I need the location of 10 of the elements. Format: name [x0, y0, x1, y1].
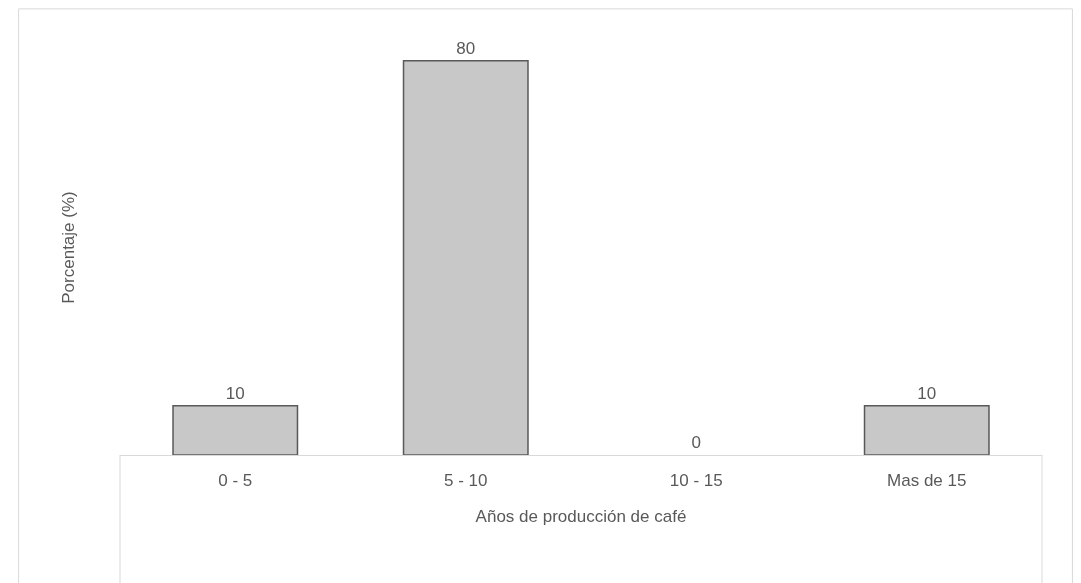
data-label: 10	[917, 383, 937, 403]
x-tick-label: 10 - 15	[669, 471, 723, 491]
x-tick-label: 5 - 10	[444, 471, 488, 491]
data-label: 80	[456, 38, 476, 58]
x-tick-label: Mas de 15	[887, 471, 967, 491]
data-label: 10	[225, 383, 245, 403]
data-label: 0	[691, 433, 701, 452]
x-tick-label: 0 - 5	[218, 471, 253, 491]
x-axis-title: Años de producción de café	[475, 506, 687, 526]
y-axis-title: Porcentaje (%)	[58, 191, 78, 304]
